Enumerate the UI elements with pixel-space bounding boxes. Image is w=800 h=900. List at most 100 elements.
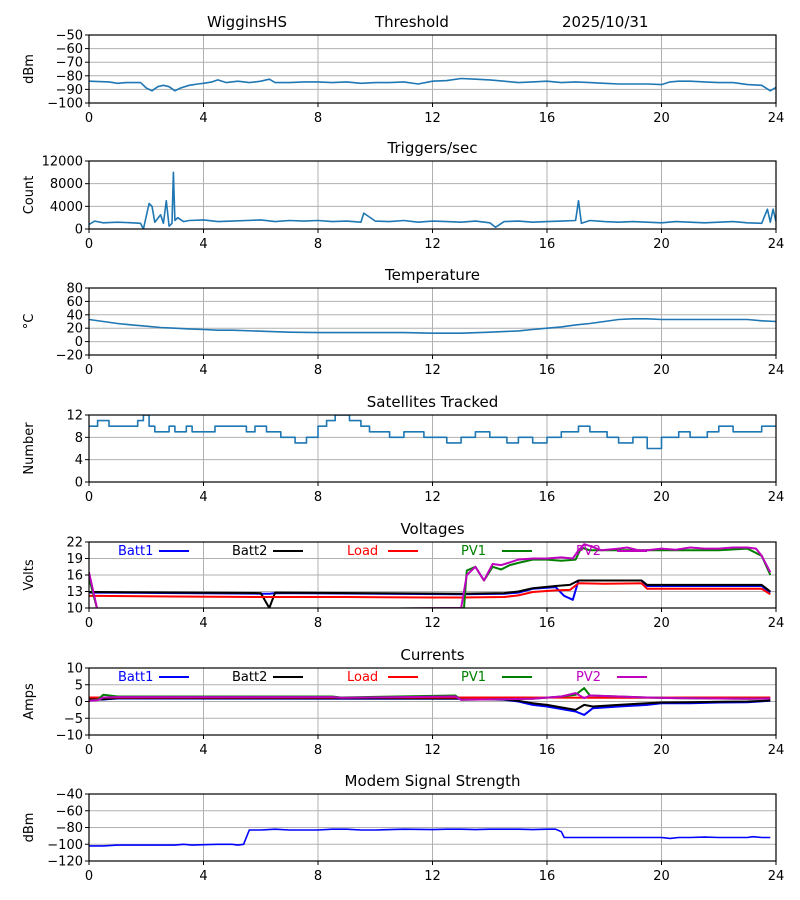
series-line-load: [89, 582, 771, 599]
x-tick-label: 16: [539, 869, 556, 884]
x-tick-label: 0: [85, 363, 93, 378]
y-tick-label: −80: [56, 821, 83, 836]
chart-title: Satellites Tracked: [367, 393, 498, 411]
x-tick-label: 4: [199, 363, 207, 378]
plot-frame: [88, 34, 777, 104]
y-tick-label: 20: [66, 322, 83, 337]
header-date: 2025/10/31: [562, 13, 648, 31]
x-tick-label: 0: [85, 869, 93, 884]
x-tick-label: 8: [314, 869, 322, 884]
panel-threshold: 0 4 8 12 16 20 24 −50−60−70−80−90−100 dBm: [22, 29, 784, 127]
x-tick-label: 8: [314, 111, 322, 126]
chart-title: Voltages: [400, 520, 464, 538]
x-tick-label: 12: [424, 616, 441, 631]
header-station: WigginsHS: [207, 13, 287, 31]
y-tick-label: 8: [75, 431, 83, 446]
y-tick-label: 40: [66, 308, 83, 323]
y-tick-label: −20: [56, 349, 83, 364]
y-tick-label: 80: [66, 282, 83, 297]
plot-frame: [88, 667, 777, 736]
x-tick-label: 4: [199, 743, 207, 758]
x-tick-label: 0: [85, 111, 93, 126]
series-line-triggers: [89, 171, 776, 229]
x-tick-label: 16: [539, 363, 556, 378]
x-tick-label: 16: [539, 743, 556, 758]
y-tick-label: 5: [75, 678, 83, 693]
y-tick-label: 8000: [50, 177, 83, 192]
chart-title: Triggers/sec: [387, 139, 478, 157]
y-axis-label: Number: [22, 422, 37, 475]
y-tick-label: 0: [75, 335, 83, 350]
x-tick-label: 24: [768, 869, 785, 884]
y-tick-label: 12: [66, 409, 83, 424]
x-tick-label: 20: [653, 743, 670, 758]
plot-frame: [88, 160, 777, 230]
x-tick-label: 20: [653, 363, 670, 378]
x-tick-label: 12: [424, 111, 441, 126]
y-tick-label: 0: [75, 695, 83, 710]
y-tick-label: 0: [75, 476, 83, 491]
x-tick-label: 4: [199, 616, 207, 631]
x-tick-label: 24: [768, 743, 785, 758]
series-line-batt2: [89, 579, 771, 608]
x-tick-label: 0: [85, 490, 93, 505]
x-tick-label: 8: [314, 363, 322, 378]
x-tick-label: 12: [424, 363, 441, 378]
y-tick-label: −70: [56, 56, 83, 71]
x-tick-label: 24: [768, 237, 785, 252]
legend-label-load: Load: [347, 670, 378, 685]
legend-label-batt2: Batt2: [232, 544, 267, 559]
plot-frame: [88, 541, 777, 609]
x-tick-label: 8: [314, 616, 322, 631]
series-line-threshold: [89, 77, 776, 92]
y-tick-label: 0: [75, 223, 83, 238]
legend-label-pv2: PV2: [576, 670, 601, 685]
x-tick-label: 0: [85, 743, 93, 758]
x-tick-label: 0: [85, 616, 93, 631]
y-axis-label: dBm: [22, 813, 37, 843]
y-tick-label: 12000: [42, 155, 83, 170]
y-tick-label: −90: [56, 83, 83, 98]
x-tick-label: 4: [199, 111, 207, 126]
y-axis-label: Count: [22, 176, 37, 215]
legend-label-load: Load: [347, 544, 378, 559]
y-tick-label: 4: [75, 453, 83, 468]
y-tick-label: −60: [56, 42, 83, 57]
y-tick-label: 4000: [50, 200, 83, 215]
series-line-temperature: [89, 318, 776, 334]
y-axis-label: °C: [22, 314, 37, 330]
x-tick-label: 20: [653, 237, 670, 252]
y-tick-label: 13: [66, 585, 83, 600]
plot-frame: [88, 414, 777, 483]
y-tick-label: 19: [66, 552, 83, 567]
panel-currents: Currents 0 4 8 12 16 20 24 105 0 −5 −10 Amps Batt1 Bat…: [22, 646, 784, 758]
panel-triggers: Triggers/sec 0 4 8 12 16 20 24 12000 8000 4000 0 Cou…: [22, 139, 784, 252]
legend-label-pv2: PV2: [576, 544, 601, 559]
y-tick-label: −40: [56, 788, 83, 803]
y-tick-label: −100: [47, 97, 83, 112]
panel-modem: Modem Signal Strength 0 4 8 12 16 20 24 −40−60 −8…: [22, 772, 784, 884]
x-tick-label: 0: [85, 237, 93, 252]
y-tick-label: 60: [66, 295, 83, 310]
x-tick-label: 4: [199, 490, 207, 505]
x-tick-label: 12: [424, 869, 441, 884]
x-tick-label: 8: [314, 237, 322, 252]
series-line-pv2: [89, 543, 772, 608]
series-line-modem: [89, 828, 771, 847]
y-tick-label: −5: [64, 712, 83, 727]
legend-label-pv1: PV1: [461, 544, 486, 559]
x-tick-label: 24: [768, 616, 785, 631]
x-tick-label: 16: [539, 616, 556, 631]
y-axis-label: Volts: [22, 559, 37, 591]
x-tick-label: 8: [314, 743, 322, 758]
legend-label-pv1: PV1: [461, 670, 486, 685]
x-tick-label: 4: [199, 869, 207, 884]
x-tick-label: 12: [424, 490, 441, 505]
y-tick-label: −100: [47, 838, 83, 853]
x-tick-label: 24: [768, 490, 785, 505]
x-tick-label: 12: [424, 743, 441, 758]
panel-satellites: Satellites Tracked 0 4 8 12 16 20 24 12 8 4 0 Number: [22, 393, 784, 505]
header-mode: Threshold: [374, 13, 449, 31]
legend-label-batt2: Batt2: [232, 670, 267, 685]
